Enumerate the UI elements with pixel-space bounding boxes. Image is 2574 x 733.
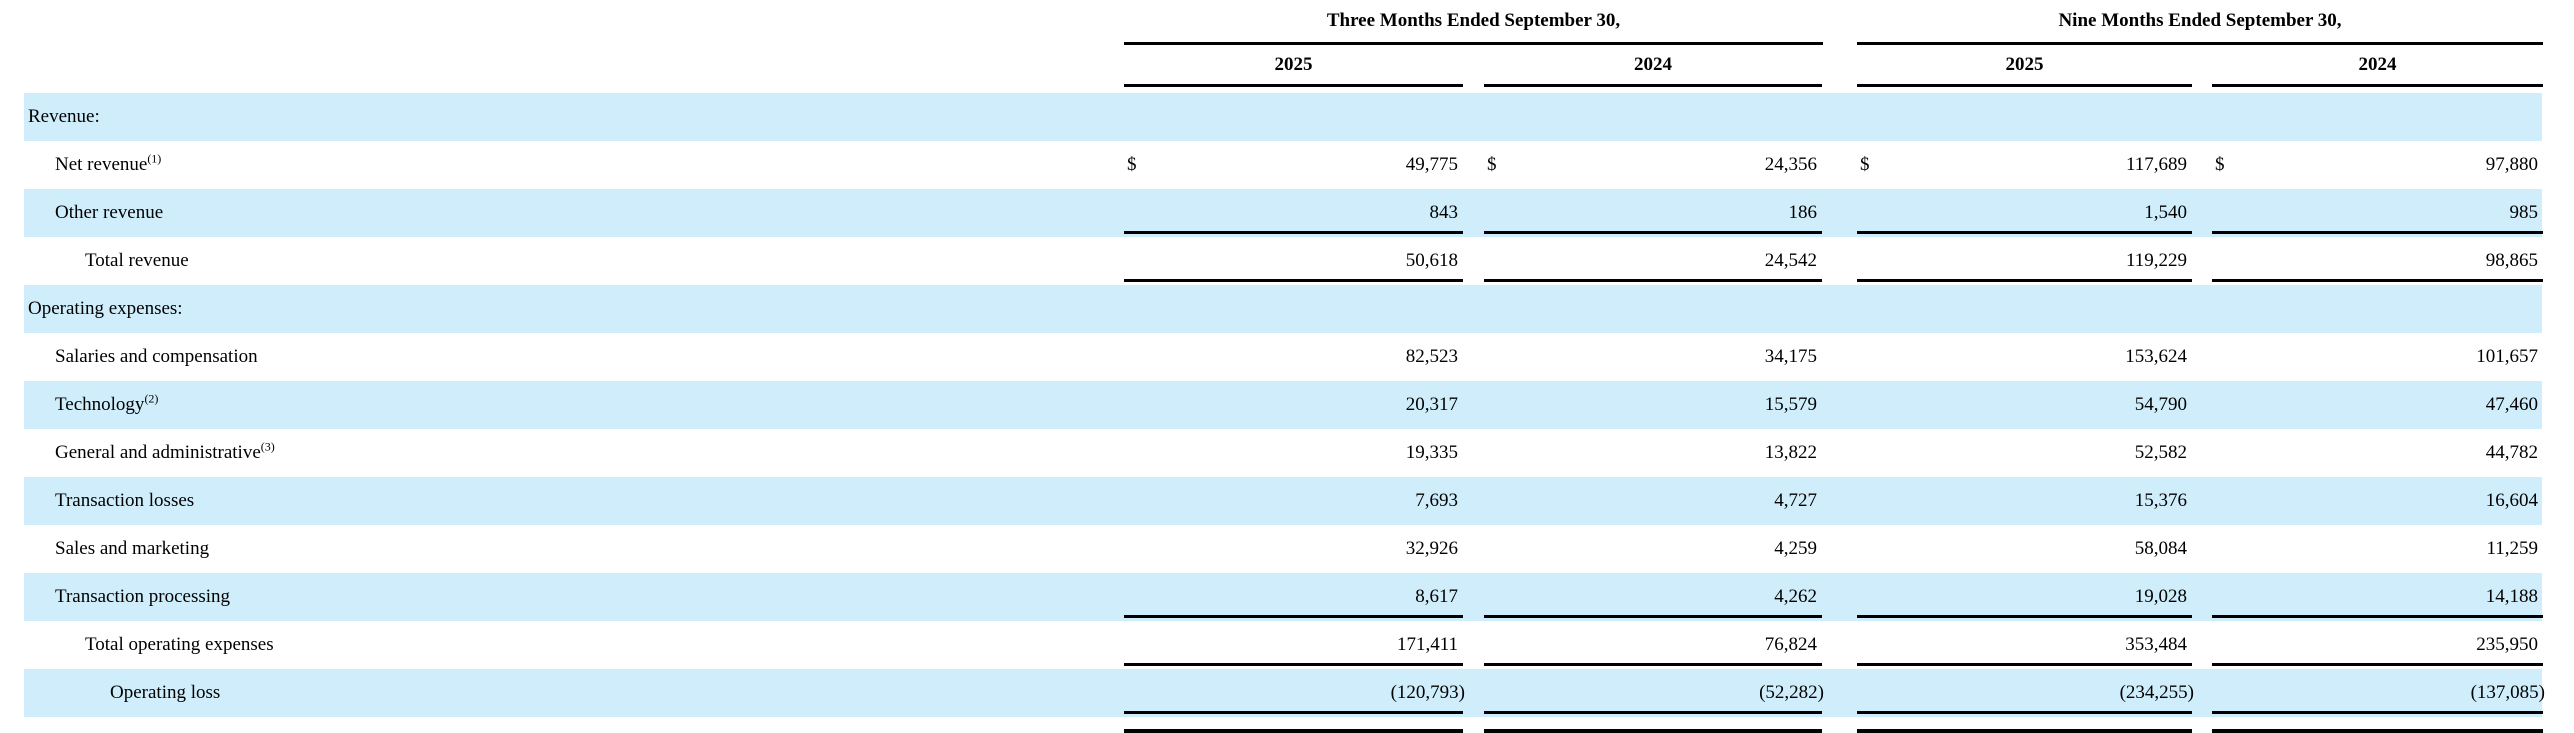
table-row-total-operating-expenses: Total operating expenses 171,411 76,824 … [24,621,2543,669]
year-header: 2025 [1124,45,1463,87]
bottom-rule [2212,729,2543,733]
value-cell: 58,084 [2134,538,2187,559]
row-label: Other revenue [55,202,164,223]
table-row-other-revenue: Other revenue 843 186 1,540 985 [24,189,2543,237]
column-group-header-three-months: Three Months Ended September 30, [1124,0,1823,45]
footnote-marker: (3) [260,439,275,454]
table-row-transaction-losses: Transaction losses 7,693 4,727 15,376 16… [24,477,2542,525]
row-label: Transaction losses [55,490,195,511]
value-cell: (120,793) [1124,669,1465,714]
value-cell: $117,689 [1857,141,2192,189]
table-row-total-revenue: Total revenue 50,618 24,542 119,229 98,8… [24,237,2543,285]
value-cell: 119,229 [1857,237,2192,282]
value-cell: 98,865 [2212,237,2543,282]
row-label: Total operating expenses [85,634,274,655]
table-row-sales-marketing: Sales and marketing 32,926 4,259 58,084 … [24,525,2542,573]
value-cell: $24,356 [1484,141,1822,189]
value-cell: 14,188 [2212,573,2543,618]
value-cell: 24,542 [1484,237,1822,282]
row-label: Operating expenses: [28,298,183,319]
value-cell: (52,282) [1484,669,1824,714]
value-cell: 4,262 [1484,573,1822,618]
footnote-marker: (2) [144,391,159,406]
value-cell: 4,727 [1774,490,1817,511]
value-cell: 20,317 [1405,394,1458,415]
value-cell: 235,950 [2212,621,2543,666]
value-cell: 7,693 [1415,490,1458,511]
value-cell: 8,617 [1124,573,1463,618]
value-cell: $97,880 [2212,141,2543,189]
value-cell: 13,822 [1764,442,1817,463]
value-cell: 52,582 [2134,442,2187,463]
table-row-section-operating-expenses: Operating expenses: [24,285,2542,333]
table-row-transaction-processing: Transaction processing 8,617 4,262 19,02… [24,573,2543,621]
value-cell: 843 [1124,189,1463,234]
table-row-net-revenue: Net revenue(1) $49,775 $24,356 $117,689 … [24,141,2542,189]
table-row-general-administrative: General and administrative(3) 19,335 13,… [24,429,2542,477]
value-cell: $49,775 [1124,141,1463,189]
row-label: Revenue: [28,106,100,127]
value-cell: 353,484 [1857,621,2192,666]
value-cell: 171,411 [1124,621,1463,666]
row-label: Transaction processing [55,586,231,607]
value-cell: 15,579 [1764,394,1817,415]
table-row-salaries: Salaries and compensation 82,523 34,175 … [24,333,2542,381]
value-cell: 47,460 [2485,394,2538,415]
value-cell: 54,790 [2134,394,2187,415]
value-cell: 153,624 [2125,346,2187,367]
row-label: Salaries and compensation [55,346,258,367]
bottom-rule [1857,729,2192,733]
dollar-sign: $ [2215,154,2225,175]
value-cell: 15,376 [2134,490,2187,511]
year-header: 2024 [2212,45,2543,87]
value-cell: (137,085) [2212,669,2545,714]
value-cell: 82,523 [1405,346,1458,367]
row-label: Sales and marketing [55,538,210,559]
column-group-header-nine-months: Nine Months Ended September 30, [1857,0,2543,45]
value-cell: 34,175 [1764,346,1817,367]
value-cell: 44,782 [2485,442,2538,463]
value-cell: 50,618 [1124,237,1463,282]
value-cell: 32,926 [1405,538,1458,559]
row-label: Operating loss [110,682,221,703]
dollar-sign: $ [1487,154,1497,175]
table-row-section-revenue: Revenue: [24,93,2542,141]
dollar-sign: $ [1127,154,1137,175]
value-cell: 4,259 [1774,538,1817,559]
row-label: Net revenue(1) [55,151,162,175]
table-row-operating-loss: Operating loss (120,793) (52,282) (234,2… [24,669,2545,717]
value-cell: 101,657 [2476,346,2538,367]
value-cell: 19,335 [1405,442,1458,463]
value-cell: 76,824 [1484,621,1822,666]
row-label: General and administrative(3) [55,439,275,463]
year-header: 2025 [1857,45,2192,87]
value-cell: 186 [1484,189,1822,234]
year-header: 2024 [1484,45,1822,87]
value-cell: 985 [2212,189,2543,234]
value-cell: 1,540 [1857,189,2192,234]
value-cell: 19,028 [1857,573,2192,618]
value-cell: 11,259 [2486,538,2538,559]
dollar-sign: $ [1860,154,1870,175]
value-cell: 16,604 [2485,490,2538,511]
table-row-technology: Technology(2) 20,317 15,579 54,790 47,46… [24,381,2542,429]
footnote-marker: (1) [147,151,162,166]
bottom-rule [1484,729,1822,733]
row-label: Technology(2) [55,391,159,415]
value-cell: (234,255) [1857,669,2194,714]
bottom-rule [1124,729,1463,733]
row-label: Total revenue [85,250,189,271]
